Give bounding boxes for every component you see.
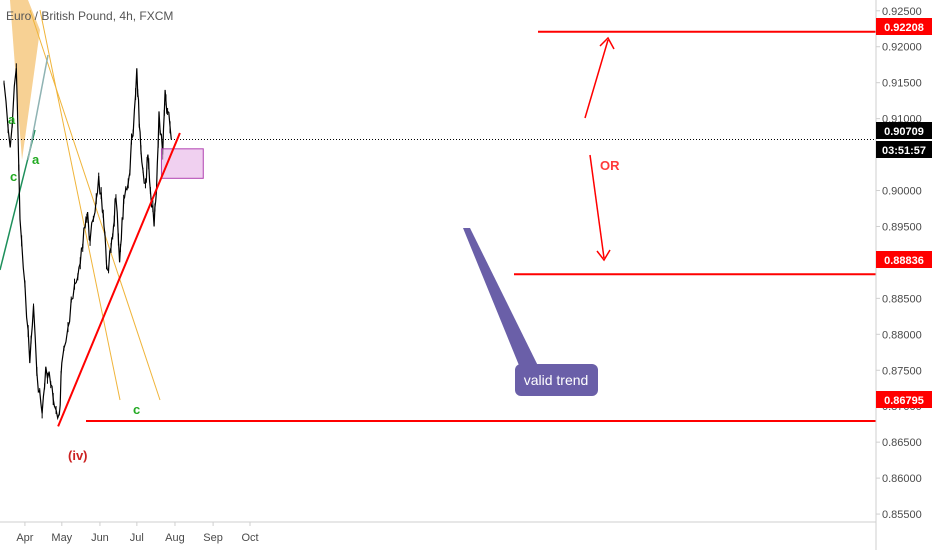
price-axis-tick-label: 0.92500: [882, 6, 922, 18]
price-label-0.86795: 0.86795: [876, 391, 932, 408]
time-axis-tick-label: Jul: [130, 532, 144, 544]
price-axis-tick-label: 0.86500: [882, 437, 922, 449]
time-axis-tick-label: Jun: [91, 532, 109, 544]
price-label-text: 0.90709: [884, 126, 924, 138]
price-axis-tick-label: 0.86000: [882, 473, 922, 485]
price-axis-tick-label: 0.88000: [882, 329, 922, 341]
callout-pointer: [463, 228, 545, 380]
price-axis-tick-label: 0.87500: [882, 365, 922, 377]
wave-label-iv: (iv): [68, 448, 88, 463]
wave-label-c: c: [10, 169, 17, 184]
price-axis-tick-label: 0.88500: [882, 293, 922, 305]
price-axis-tick-label: 0.89500: [882, 221, 922, 233]
time-axis-tick-label: Oct: [241, 532, 258, 544]
target-zone: [160, 148, 204, 179]
wave-label-c: c: [133, 402, 140, 417]
callout-text: valid trend: [524, 372, 589, 388]
wave-guide-line-1: [29, 9, 161, 401]
price-label-current: 0.90709 03:51:57: [876, 122, 932, 158]
price-label-text: 0.86795: [884, 395, 924, 407]
price-label-0.88836: 0.88836: [876, 251, 932, 268]
down-arrow: [589, 154, 611, 262]
price-label-text: 0.92208: [884, 22, 924, 34]
time-axis-tick-label: Aug: [165, 532, 185, 544]
wave-label-a: a: [32, 152, 40, 167]
wave-guide-line-2: [39, 9, 121, 401]
countdown-label: 03:51:57: [882, 145, 926, 157]
trendline[interactable]: [57, 132, 181, 427]
callout-box[interactable]: [515, 364, 598, 396]
price-axis-tick-label: 0.90000: [882, 186, 922, 198]
chart-title: Euro / British Pound, 4h, FXCM: [6, 9, 173, 23]
wave-highlight-area: [10, 0, 40, 160]
time-axis[interactable]: Apr May Jun Jul Aug Sep Oct: [16, 522, 259, 544]
time-axis-tick-label: Sep: [203, 532, 223, 544]
price-axis-tick-label: 0.85500: [882, 509, 922, 521]
wave-line-teal: [27, 54, 49, 161]
price-series: [3, 63, 172, 421]
price-axis-tick-label: 0.91500: [882, 78, 922, 90]
wave-label-a: a: [8, 112, 16, 127]
or-label: OR: [600, 158, 620, 173]
price-label-0.92208: 0.92208: [876, 18, 932, 35]
up-arrow: [584, 36, 615, 119]
time-axis-tick-label: Apr: [16, 532, 33, 544]
time-axis-tick-label: May: [51, 532, 72, 544]
price-label-text: 0.88836: [884, 255, 924, 267]
price-axis-tick-label: 0.92000: [882, 42, 922, 54]
